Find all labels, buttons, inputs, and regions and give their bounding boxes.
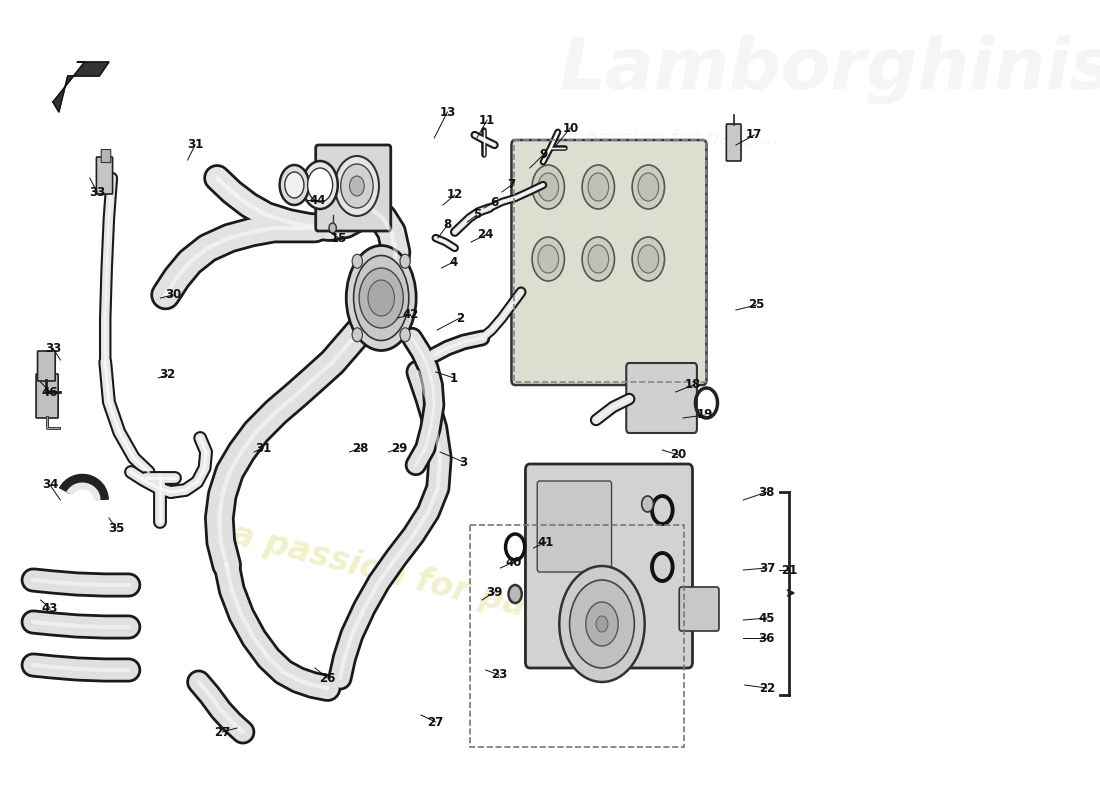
Text: a passion for parts...: a passion for parts... — [228, 518, 617, 645]
Text: 38: 38 — [759, 486, 775, 498]
Text: 11: 11 — [478, 114, 495, 126]
Circle shape — [532, 237, 564, 281]
Text: 8: 8 — [443, 218, 452, 231]
Text: 12: 12 — [447, 189, 463, 202]
Circle shape — [350, 176, 364, 196]
Bar — [514, 140, 706, 382]
Text: 33: 33 — [89, 186, 106, 198]
Circle shape — [596, 616, 608, 632]
Circle shape — [334, 156, 379, 216]
Circle shape — [341, 164, 373, 208]
Text: 28: 28 — [352, 442, 368, 454]
Circle shape — [508, 585, 521, 603]
Circle shape — [532, 165, 564, 209]
Text: 35: 35 — [108, 522, 124, 534]
Circle shape — [582, 165, 615, 209]
Text: 27: 27 — [428, 715, 443, 729]
Circle shape — [638, 173, 659, 201]
Text: 18: 18 — [685, 378, 702, 391]
Text: 29: 29 — [390, 442, 407, 454]
FancyBboxPatch shape — [679, 587, 719, 631]
Text: 41: 41 — [538, 535, 554, 549]
Circle shape — [352, 328, 362, 342]
Circle shape — [588, 245, 608, 273]
Text: 17: 17 — [746, 129, 762, 142]
Text: 44: 44 — [310, 194, 327, 206]
Text: 1: 1 — [450, 371, 458, 385]
FancyBboxPatch shape — [626, 363, 697, 433]
Text: 26: 26 — [319, 671, 336, 685]
Text: 7: 7 — [507, 178, 516, 191]
Circle shape — [559, 566, 645, 682]
FancyBboxPatch shape — [512, 140, 706, 385]
Text: Lamborghinis: Lamborghinis — [559, 34, 1100, 103]
Text: 25: 25 — [748, 298, 764, 311]
Text: 42: 42 — [403, 309, 419, 322]
Circle shape — [582, 237, 615, 281]
Circle shape — [302, 161, 338, 209]
Text: 2: 2 — [455, 311, 464, 325]
Text: 13: 13 — [439, 106, 455, 118]
Text: 33: 33 — [45, 342, 62, 354]
Circle shape — [308, 168, 332, 202]
Circle shape — [632, 237, 664, 281]
Polygon shape — [53, 62, 109, 112]
Text: 22: 22 — [759, 682, 774, 694]
Circle shape — [279, 165, 309, 205]
Text: 32: 32 — [160, 369, 176, 382]
Text: 36: 36 — [759, 631, 775, 645]
Text: 43: 43 — [42, 602, 58, 614]
FancyBboxPatch shape — [726, 124, 741, 161]
Circle shape — [538, 173, 559, 201]
Circle shape — [359, 268, 404, 328]
Text: 9: 9 — [539, 149, 547, 162]
Text: a passion for parts...: a passion for parts... — [565, 129, 780, 149]
Circle shape — [400, 254, 410, 268]
Text: 46: 46 — [42, 386, 58, 398]
Text: 4: 4 — [449, 255, 458, 269]
Circle shape — [641, 496, 653, 512]
Text: 31: 31 — [255, 442, 272, 454]
Text: 15: 15 — [330, 231, 346, 245]
Circle shape — [400, 328, 410, 342]
FancyBboxPatch shape — [537, 481, 612, 572]
FancyBboxPatch shape — [36, 374, 58, 418]
Text: 3: 3 — [460, 455, 467, 469]
Text: 37: 37 — [759, 562, 774, 574]
Text: 39: 39 — [486, 586, 503, 598]
Circle shape — [368, 280, 395, 316]
Ellipse shape — [353, 255, 409, 341]
Text: 31: 31 — [187, 138, 204, 151]
Circle shape — [329, 223, 337, 233]
Text: 40: 40 — [506, 555, 521, 569]
Text: 19: 19 — [696, 409, 713, 422]
Circle shape — [632, 165, 664, 209]
Text: 45: 45 — [759, 611, 775, 625]
Circle shape — [588, 173, 608, 201]
Text: 21: 21 — [781, 563, 798, 577]
FancyBboxPatch shape — [37, 351, 55, 381]
Circle shape — [285, 172, 304, 198]
Text: 10: 10 — [562, 122, 579, 134]
Text: 27: 27 — [214, 726, 230, 738]
Ellipse shape — [346, 246, 416, 350]
Text: 30: 30 — [165, 289, 182, 302]
Circle shape — [570, 580, 635, 668]
Text: 6: 6 — [491, 195, 498, 209]
Circle shape — [586, 602, 618, 646]
Text: 24: 24 — [477, 229, 494, 242]
Circle shape — [638, 245, 659, 273]
FancyBboxPatch shape — [101, 150, 111, 162]
Circle shape — [352, 254, 362, 268]
Text: 23: 23 — [491, 669, 507, 682]
Text: 20: 20 — [670, 449, 686, 462]
FancyBboxPatch shape — [526, 464, 693, 668]
Bar — [470, 525, 684, 747]
Circle shape — [538, 245, 559, 273]
FancyBboxPatch shape — [97, 157, 112, 194]
Text: 5: 5 — [473, 209, 481, 222]
Text: 34: 34 — [42, 478, 58, 491]
FancyBboxPatch shape — [316, 145, 390, 231]
